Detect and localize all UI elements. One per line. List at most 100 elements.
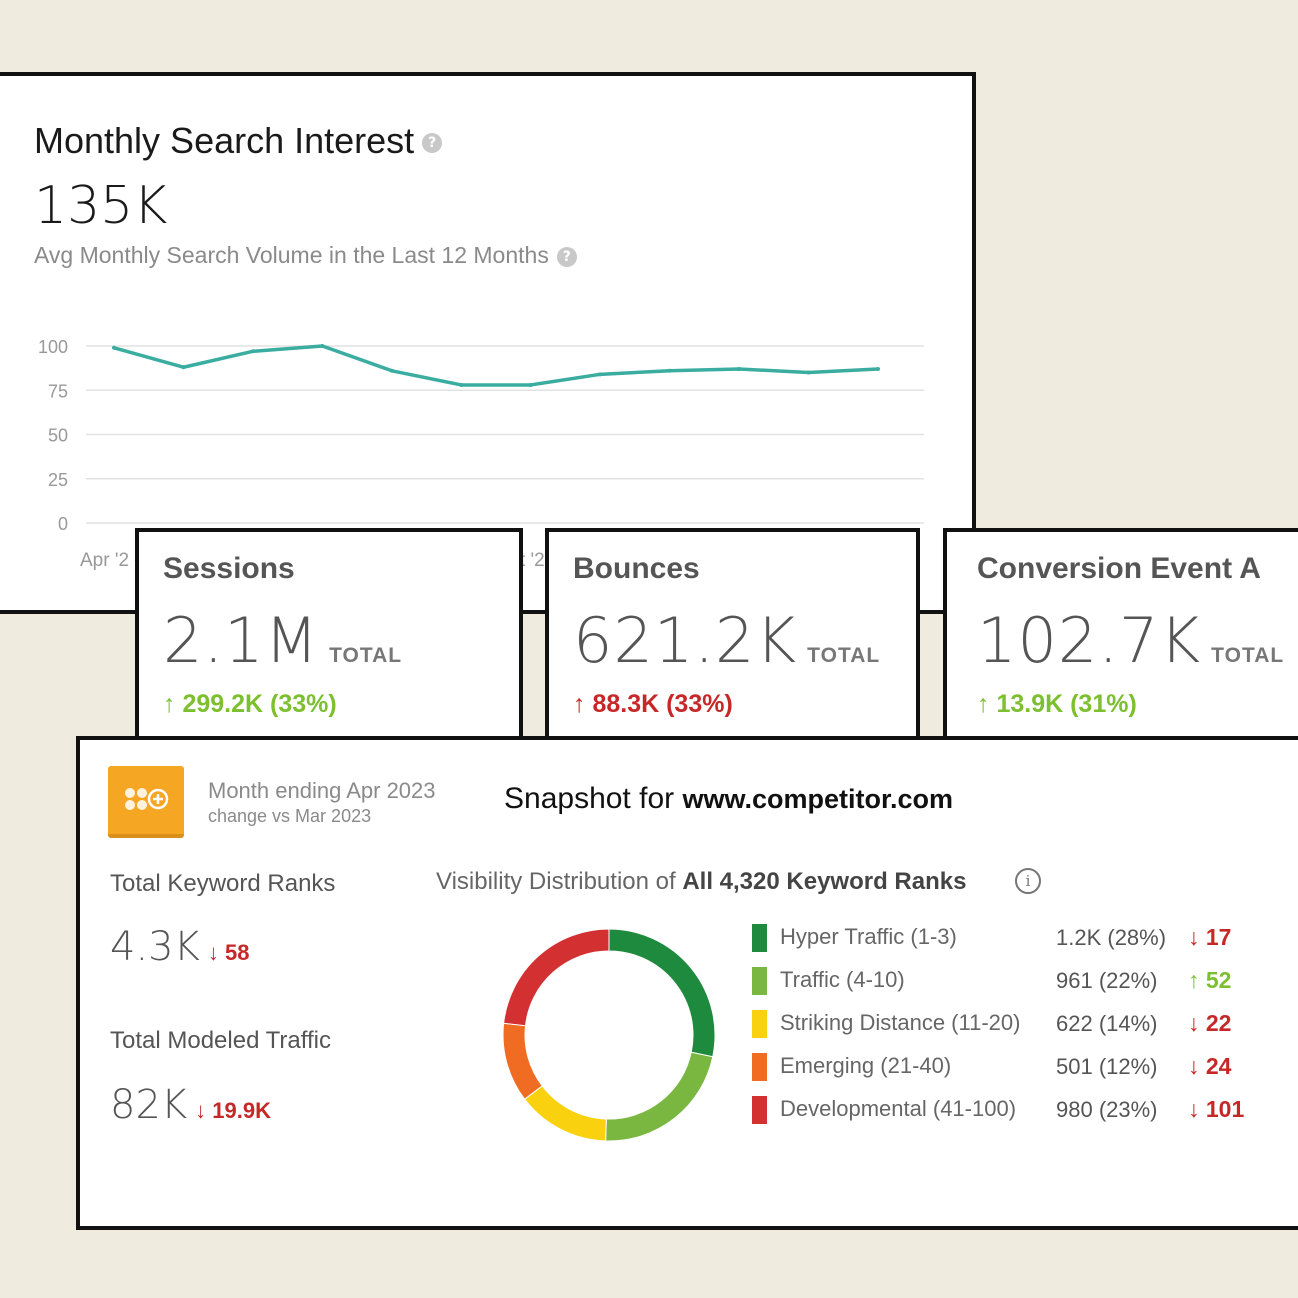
total-modeled-traffic-value: 82K bbox=[110, 1082, 188, 1128]
kpi-value: 621.2K bbox=[573, 604, 798, 677]
data-point[interactable] bbox=[112, 345, 116, 350]
y-tick-label: 75 bbox=[48, 381, 68, 401]
legend-change: ↑ 52 bbox=[1188, 967, 1231, 994]
logo-dots-icon bbox=[125, 788, 169, 810]
kpi-value-row: 102.7K TOTAL bbox=[977, 604, 1284, 677]
snapshot-card: Month ending Apr 2023 change vs Mar 2023… bbox=[76, 736, 1298, 1230]
kpi-change-value: 13.9K (31%) bbox=[996, 690, 1137, 718]
legend-label: Hyper Traffic (1-3) bbox=[780, 924, 957, 949]
kpi-change: ↑ 299.2K (33%) bbox=[163, 690, 337, 719]
help-icon[interactable]: ? bbox=[422, 133, 443, 154]
legend-label: Emerging (21-40) bbox=[780, 1053, 952, 1078]
donut-segment[interactable] bbox=[502, 1022, 543, 1100]
legend-change-value: 22 bbox=[1205, 1010, 1232, 1036]
legend-change-value: 17 bbox=[1205, 924, 1232, 950]
period-label: Month ending Apr 2023 bbox=[208, 778, 436, 803]
legend-row: Hyper Traffic (1-3) 1.2K (28%) ↓ 17 bbox=[752, 924, 1292, 954]
total-keyword-ranks-change: ↓ 58 bbox=[208, 940, 250, 965]
total-modeled-traffic-change: ↓ 19.9K bbox=[195, 1098, 271, 1123]
legend-value: 501 (12%) bbox=[1056, 1054, 1158, 1079]
legend-swatch bbox=[752, 1053, 767, 1081]
search-interest-subtitle-text: Avg Monthly Search Volume in the Last 12… bbox=[34, 242, 549, 268]
kpi-title: Sessions bbox=[163, 552, 295, 585]
y-tick-label: 100 bbox=[38, 337, 68, 357]
data-point[interactable] bbox=[320, 344, 325, 348]
legend-swatch bbox=[752, 1010, 767, 1038]
search-interest-value: 135K bbox=[34, 176, 168, 236]
legend-value: 980 (23%) bbox=[1056, 1097, 1158, 1122]
data-point[interactable] bbox=[598, 372, 603, 377]
total-keyword-ranks-value: 4.3K bbox=[110, 924, 200, 970]
data-point[interactable] bbox=[667, 368, 672, 373]
data-point[interactable] bbox=[389, 368, 394, 373]
data-point[interactable] bbox=[459, 382, 464, 387]
donut-segment[interactable] bbox=[608, 928, 716, 1058]
arrow-up-icon: ↑ bbox=[573, 690, 586, 718]
kpi-change: ↑ 88.3K (33%) bbox=[573, 690, 733, 719]
app-logo bbox=[108, 766, 184, 838]
legend-swatch bbox=[752, 1096, 767, 1124]
data-point[interactable] bbox=[876, 367, 880, 372]
arrow-down-icon: ↓ bbox=[195, 1098, 207, 1123]
donut-segment[interactable] bbox=[605, 1051, 714, 1142]
bounces-card: Bounces 621.2K TOTAL ↑ 88.3K (33%) bbox=[545, 528, 920, 744]
legend-row: Developmental (41-100) 980 (23%) ↓ 101 bbox=[752, 1096, 1292, 1126]
search-interest-title: Monthly Search Interest? bbox=[34, 120, 443, 162]
legend-change: ↓ 24 bbox=[1188, 1053, 1231, 1080]
legend-value: 961 (22%) bbox=[1056, 968, 1158, 993]
legend-row: Traffic (4-10) 961 (22%) ↑ 52 bbox=[752, 967, 1292, 997]
snapshot-title: Snapshot for www.competitor.com bbox=[504, 782, 953, 816]
legend-change-value: 101 bbox=[1205, 1096, 1245, 1122]
arrow-down-icon: ↓ bbox=[1188, 1096, 1200, 1122]
kpi-change: ↑ 13.9K (31%) bbox=[977, 690, 1137, 719]
total-modeled-traffic-row: 82K ↓ 19.9K bbox=[110, 1082, 271, 1128]
arrow-down-icon: ↓ bbox=[1188, 1053, 1200, 1079]
arrow-down-icon: ↓ bbox=[1188, 1010, 1200, 1036]
x-tick-label: Apr '2 bbox=[80, 550, 129, 571]
kpi-change-value: 299.2K (33%) bbox=[182, 690, 337, 718]
kpi-change-value: 88.3K (33%) bbox=[592, 690, 733, 718]
data-point[interactable] bbox=[528, 382, 533, 387]
sessions-card: Sessions 2.1M TOTAL ↑ 299.2K (33%) bbox=[135, 528, 523, 744]
info-icon[interactable]: i bbox=[1015, 868, 1041, 894]
total-keyword-ranks-label: Total Keyword Ranks bbox=[110, 870, 336, 897]
search-interest-chart: 100 75 50 25 0 Apr '2 t '2 bbox=[38, 337, 924, 571]
snapshot-domain: www.competitor.com bbox=[682, 784, 953, 814]
snapshot-title-prefix: Snapshot for bbox=[504, 782, 683, 815]
kpi-value: 2.1M bbox=[163, 604, 320, 677]
conversion-event-card: Conversion Event A 102.7K TOTAL ↑ 13.9K (… bbox=[943, 528, 1298, 744]
kpi-total-label: TOTAL bbox=[329, 644, 403, 667]
legend-change-value: 24 bbox=[1205, 1053, 1232, 1079]
donut-segment[interactable] bbox=[523, 1085, 607, 1142]
data-point[interactable] bbox=[806, 370, 811, 375]
y-tick-label: 50 bbox=[48, 426, 68, 446]
arrow-down-icon: ↓ bbox=[207, 940, 219, 965]
help-icon[interactable]: ? bbox=[556, 246, 577, 267]
donut-segment[interactable] bbox=[503, 928, 610, 1027]
legend-swatch bbox=[752, 967, 767, 995]
y-tick-label: 0 bbox=[58, 514, 68, 534]
kpi-value-row: 621.2K TOTAL bbox=[573, 604, 880, 677]
arrow-up-icon: ↑ bbox=[977, 690, 990, 718]
total-keyword-ranks-row: 4.3K ↓ 58 bbox=[110, 924, 249, 970]
data-point[interactable] bbox=[737, 367, 742, 372]
data-point[interactable] bbox=[181, 365, 186, 370]
total-modeled-traffic-label: Total Modeled Traffic bbox=[110, 1027, 332, 1054]
kpi-title: Bounces bbox=[573, 552, 700, 585]
legend-change: ↓ 101 bbox=[1188, 1096, 1244, 1123]
visibility-title-prefix: Visibility Distribution of bbox=[436, 868, 683, 895]
visibility-title: Visibility Distribution of All 4,320 Key… bbox=[436, 868, 966, 896]
legend-label: Developmental (41-100) bbox=[780, 1096, 1017, 1121]
arrow-up-icon: ↑ bbox=[163, 690, 176, 718]
legend-row: Emerging (21-40) 501 (12%) ↓ 24 bbox=[752, 1053, 1292, 1083]
x-tick-label: t '2 bbox=[520, 550, 545, 571]
legend-value: 1.2K (28%) bbox=[1056, 925, 1167, 950]
legend-value: 622 (14%) bbox=[1056, 1011, 1158, 1036]
visibility-title-bold: All 4,320 Keyword Ranks bbox=[682, 868, 967, 895]
legend-label: Traffic (4-10) bbox=[780, 967, 905, 992]
arrow-up-icon: ↑ bbox=[1188, 967, 1200, 993]
y-tick-label: 25 bbox=[48, 470, 68, 490]
data-point[interactable] bbox=[250, 349, 255, 354]
total-modeled-traffic-change-value: 19.9K bbox=[212, 1098, 271, 1123]
legend-change-value: 52 bbox=[1205, 967, 1232, 993]
